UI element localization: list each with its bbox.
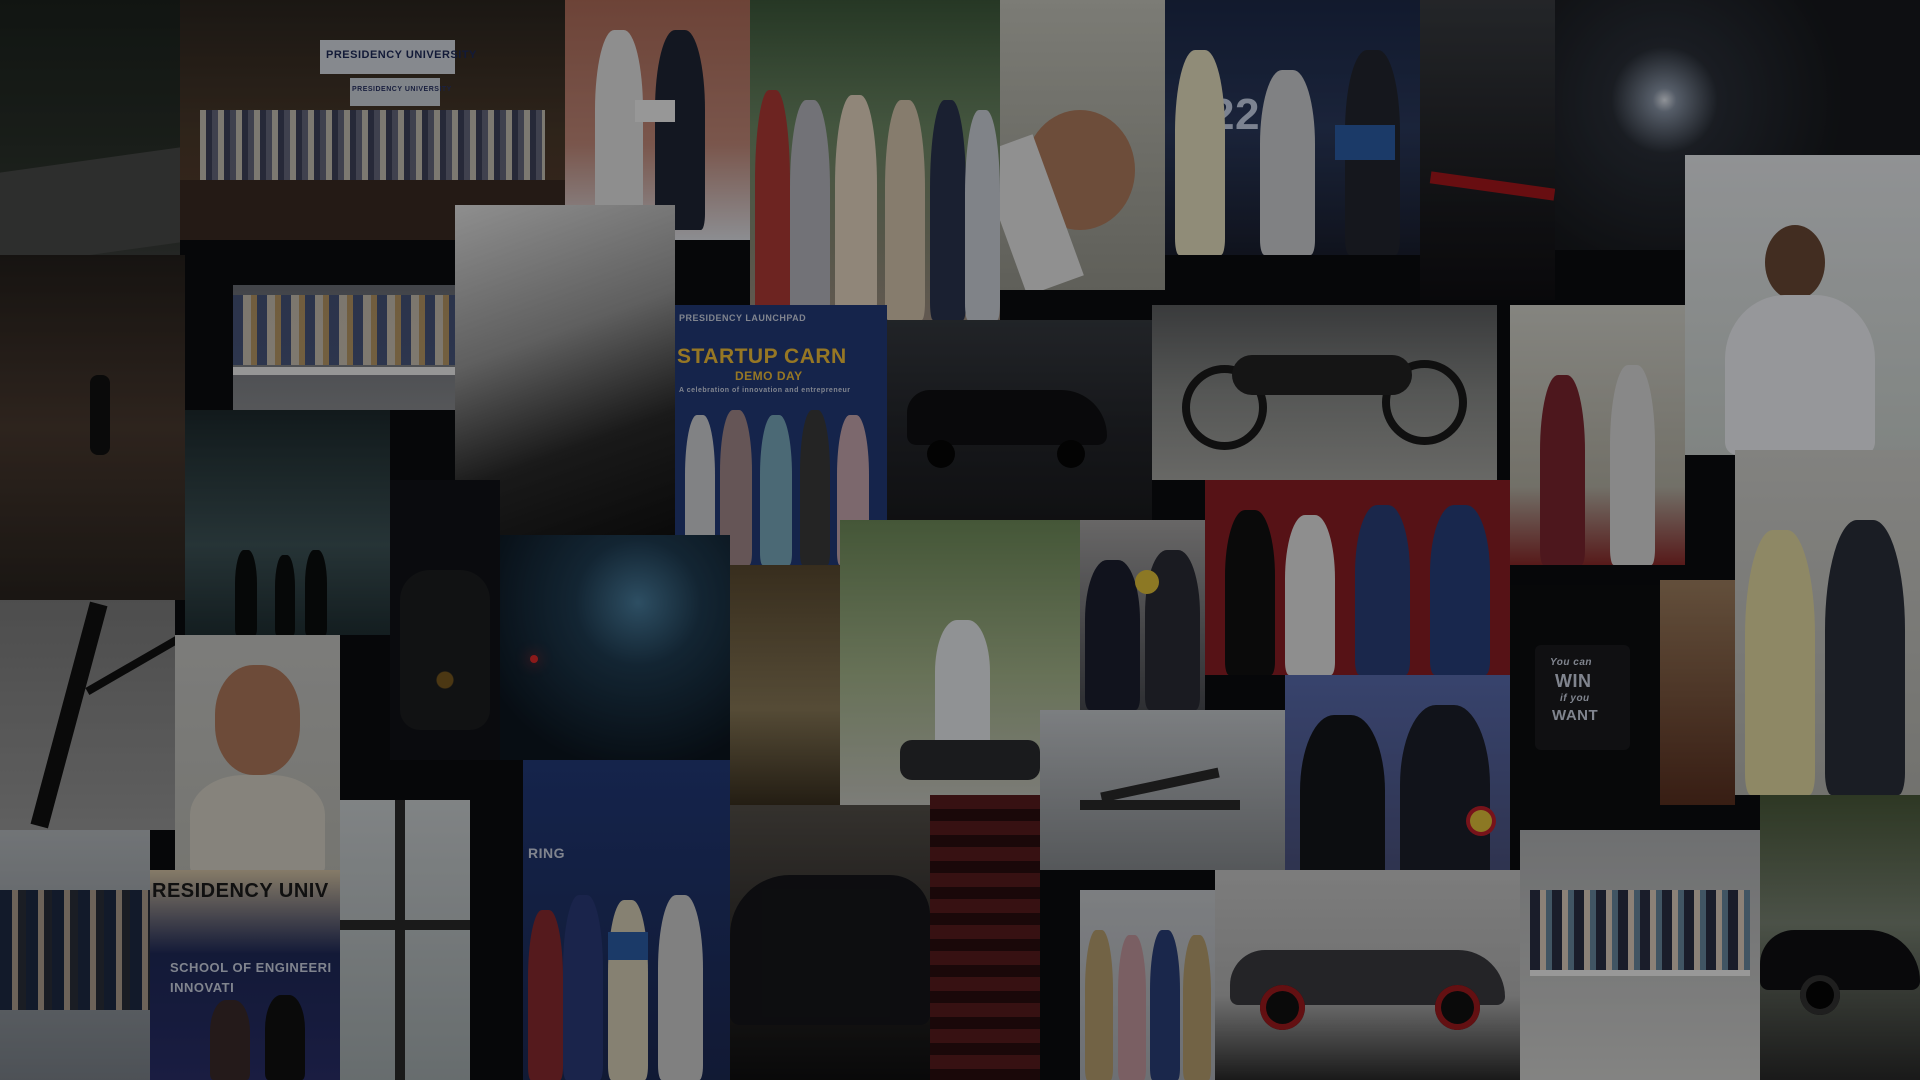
- photo-tree-sky: [730, 565, 840, 805]
- photo-silhouettes: [185, 410, 390, 635]
- photo-red-wall-group: [1205, 480, 1510, 675]
- photo-forest-road: [0, 0, 180, 255]
- photo-plaque-group: [750, 0, 1000, 320]
- photo-school-engineering: RESIDENCY UNIV SCHOOL OF ENGINEERI INNOV…: [150, 870, 340, 1080]
- photo-car-headlight: [1420, 0, 1555, 300]
- photo-car-side: [730, 805, 930, 1080]
- photo-graduation-group: [1520, 830, 1760, 1080]
- photo-drone-frame: [1040, 710, 1285, 870]
- photo-mug: You can WIN if you WANT: [1510, 585, 1660, 830]
- banner-presidency: PRESIDENCY UNIVERSITY: [320, 40, 476, 74]
- photo-auditorium-seats: [930, 795, 1040, 1080]
- photo-award-ceremony: 22: [1165, 0, 1420, 255]
- photo-certificate-duo: [1510, 305, 1685, 565]
- photo-supercar: [1215, 870, 1520, 1080]
- photo-award-two-men: [565, 0, 750, 240]
- photo-exhibit-table: [233, 285, 455, 410]
- photo-cadets: [1080, 890, 1215, 1080]
- photo-bare-tree: [0, 600, 175, 830]
- photo-portrait-young-man: [175, 635, 340, 875]
- photo-black-sports-car: [887, 320, 1152, 520]
- photo-team-group: [0, 830, 150, 1080]
- photo-rosette-award: [1080, 520, 1205, 710]
- photo-foggy-blue: [500, 535, 730, 760]
- photo-student-elder: [1735, 450, 1920, 795]
- photo-stage-group: PRESIDENCY UNIVERSITY PRESIDENCY UNIVERS…: [180, 0, 565, 240]
- photo-ceremony-ring: RING: [523, 760, 730, 1080]
- photo-women-portrait: [1660, 580, 1735, 805]
- photo-window: [340, 800, 470, 1080]
- photo-portrait-10: [1685, 155, 1920, 455]
- photo-motorcycle: [1152, 305, 1497, 480]
- photo-corridor: [0, 255, 185, 600]
- photo-porsche: [1760, 795, 1920, 1080]
- photo-black-jug: [390, 480, 500, 760]
- photo-portrait-tilted: [1000, 0, 1165, 290]
